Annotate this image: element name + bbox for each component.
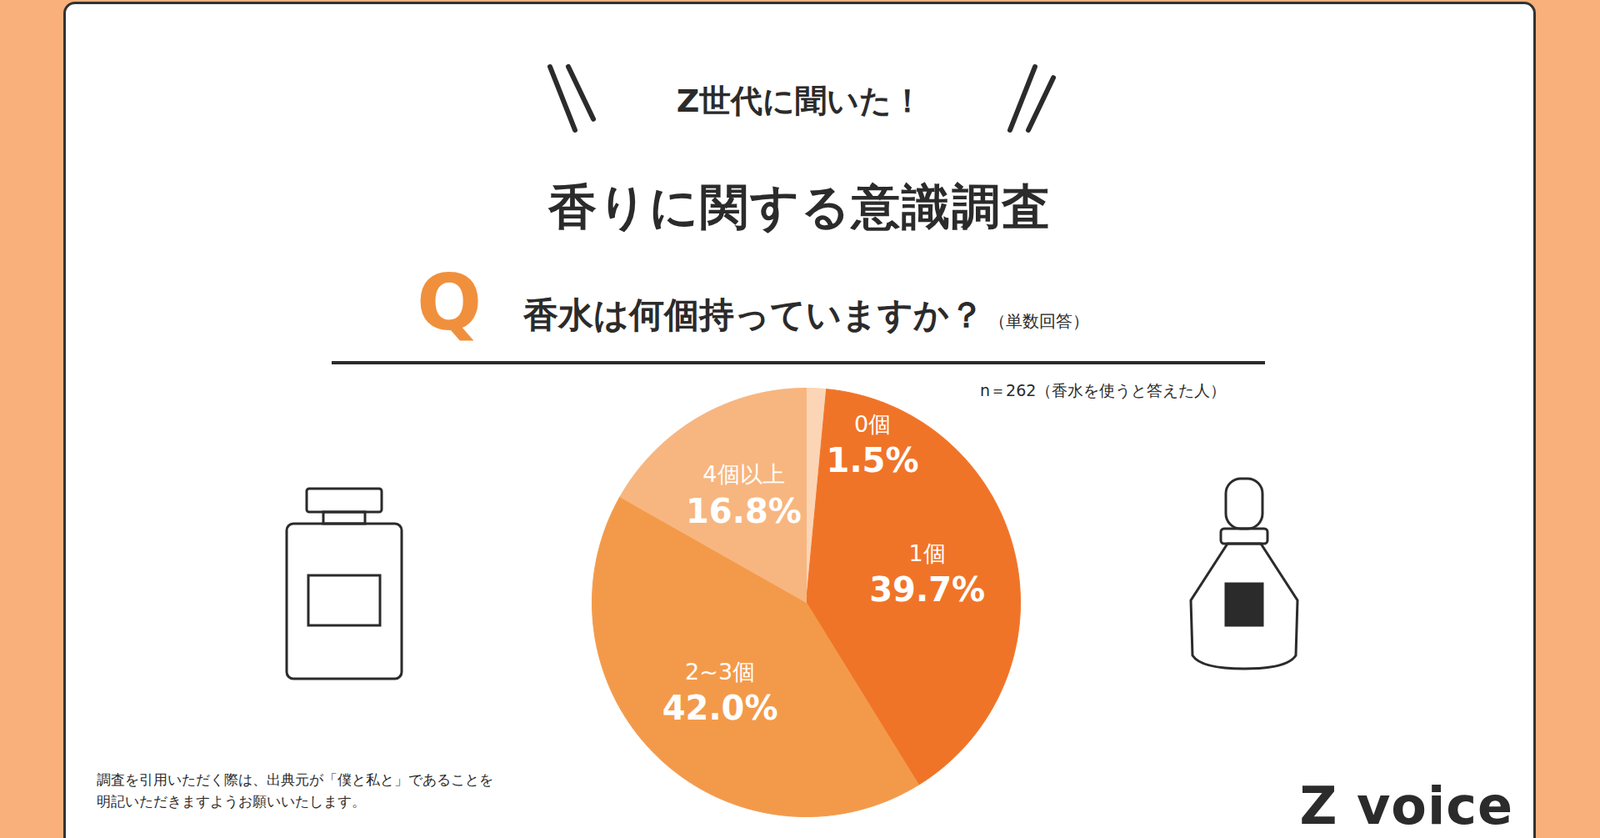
svg-text:16.8%: 16.8% xyxy=(685,491,802,530)
html-text:調査を引用いただく際は、出典元が「僕と私と」であることを: 調査を引用いただく際は、出典元が「僕と私と」であることを xyxy=(96,770,494,788)
svg-text:0個: 0個 xyxy=(854,410,891,437)
html-text:Q: Q xyxy=(416,258,482,348)
svg-text:1.5%: 1.5% xyxy=(826,440,920,480)
svg-text:42.0%: 42.0% xyxy=(662,688,779,727)
svg-text:39.7%: 39.7% xyxy=(869,570,985,609)
html-text:香水は何個持っていますか？（単数回答）: 香水は何個持っていますか？（単数回答） xyxy=(523,294,1090,335)
svg-text:4個以上: 4個以上 xyxy=(702,460,785,487)
html-text:Z voice: Z voice xyxy=(1299,775,1514,836)
svg-text:2~3個: 2~3個 xyxy=(685,658,755,685)
html-text:明記いただきますようお願いいたします。: 明記いただきますようお願いいたします。 xyxy=(96,792,366,810)
html-text:Z世代に聞いた！: Z世代に聞いた！ xyxy=(676,82,924,120)
html-text:香りに関する意識調査: 香りに関する意識調査 xyxy=(548,178,1052,235)
html-text:n＝262（香水を使うと答えた人）: n＝262（香水を使うと答えた人） xyxy=(980,380,1227,400)
svg-text:1個: 1個 xyxy=(909,540,946,566)
